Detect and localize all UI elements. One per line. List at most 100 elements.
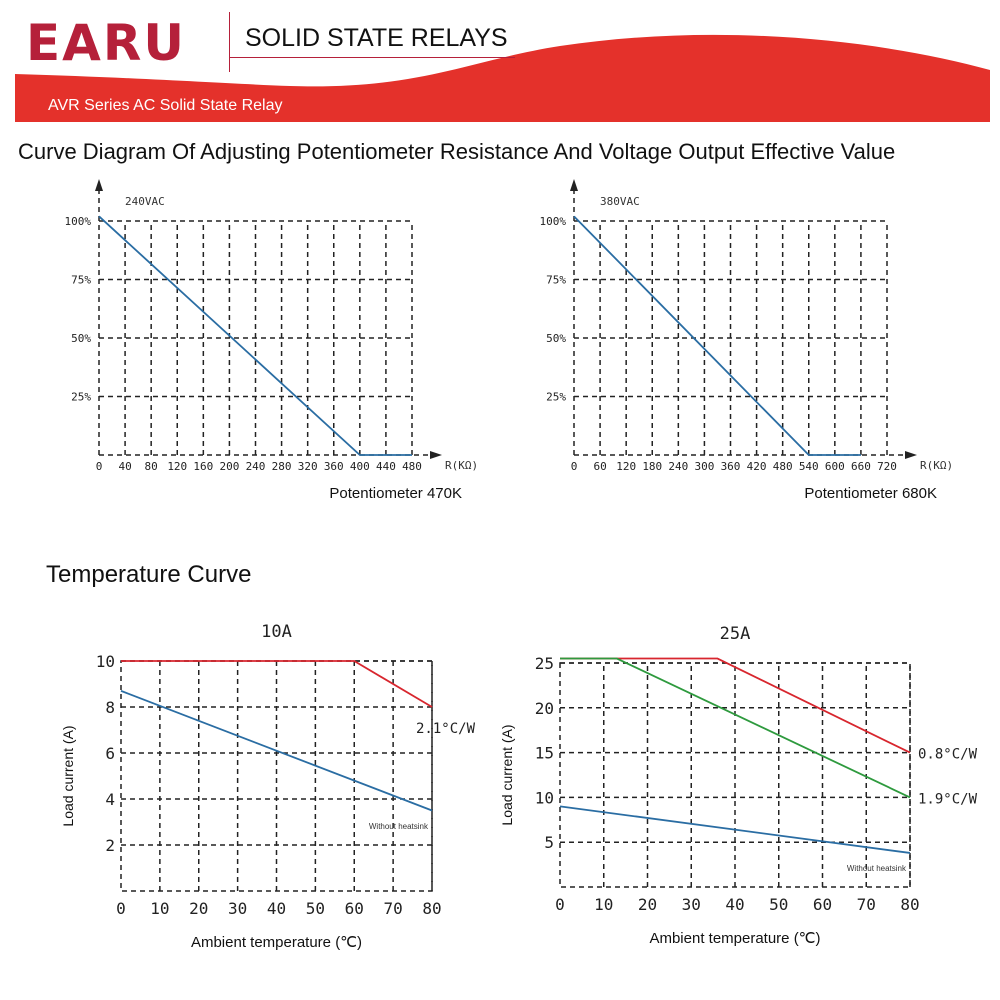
chart1-x-tick: 280	[272, 460, 292, 473]
chart2-x-tick: 0	[571, 460, 578, 473]
chart2-x-arrow-icon	[905, 451, 917, 459]
chart3-x-tick: 70	[383, 899, 402, 918]
chart2-series-line	[573, 215, 861, 456]
chart4-annotation: 1.9°C/W	[918, 791, 978, 807]
chart3-y-tick: 6	[105, 744, 115, 763]
chart3-x-label: Ambient temperature (℃)	[191, 934, 362, 951]
chart2-x-tick: 540	[799, 460, 819, 473]
chart1-x-tick: 360	[324, 460, 344, 473]
chart1-x-arrow-icon	[430, 451, 442, 459]
chart4-y-tick: 20	[535, 699, 554, 718]
chart3-y-label: Load current (A)	[60, 725, 76, 826]
chart2-y-tick: 75%	[546, 274, 566, 287]
chart4-x-tick: 0	[555, 895, 565, 914]
chart2-x-label: R(KΩ)	[920, 459, 953, 472]
chart1-x-tick: 480	[402, 460, 422, 473]
chart4-series-line	[559, 805, 911, 854]
chart3-y-tick: 4	[105, 790, 115, 809]
chart4-x-label: Ambient temperature (℃)	[649, 930, 820, 947]
chart4-x-tick: 50	[769, 895, 788, 914]
chart3-plot-frame	[120, 660, 433, 892]
chart1-x-tick: 200	[219, 460, 239, 473]
chart2-x-tick: 120	[616, 460, 636, 473]
chart2-x-tick: 720	[877, 460, 897, 473]
chart3-x-tick: 20	[189, 899, 208, 918]
chart2-x-tick: 360	[721, 460, 741, 473]
chart4-y-tick: 5	[544, 833, 554, 852]
chart1-title: 240VAC	[125, 195, 165, 208]
chart3-x-tick: 40	[267, 899, 286, 918]
chart2-y-arrow-icon	[570, 179, 578, 191]
chart1-x-tick: 320	[298, 460, 318, 473]
chart1-x-tick: 160	[193, 460, 213, 473]
earu-logo: EARU	[26, 14, 186, 72]
chart4-x-tick: 60	[813, 895, 832, 914]
chart1-x-tick: 0	[96, 460, 103, 473]
chart4-series-line	[560, 657, 911, 799]
chart2-x-tick: 480	[773, 460, 793, 473]
header-divider	[229, 12, 230, 72]
chart2-x-tick: 660	[851, 460, 871, 473]
chart2-x-tick: 240	[668, 460, 688, 473]
chart2-y-tick: 25%	[546, 391, 566, 404]
chart1-x-label: R(KΩ)	[445, 459, 478, 472]
chart4-y-tick: 10	[535, 788, 554, 807]
chart2-x-tick: 420	[747, 460, 767, 473]
chart2-x-tick: 300	[694, 460, 714, 473]
chart3-y-tick: 8	[105, 698, 115, 717]
chart2-x-tick: 60	[593, 460, 606, 473]
chart3-x-tick: 30	[228, 899, 247, 918]
chart1-caption: Potentiometer 470K	[329, 485, 462, 502]
chart1-y-tick: 25%	[71, 391, 91, 404]
section-title-temperature: Temperature Curve	[46, 561, 252, 588]
chart2-title: 380VAC	[600, 195, 640, 208]
chart1-series-line	[98, 215, 412, 456]
series-subtitle: AVR Series AC Solid State Relay	[48, 97, 283, 114]
chart4-y-tick: 15	[535, 744, 554, 763]
chart4-x-tick: 70	[857, 895, 876, 914]
chart3-series-line	[121, 660, 433, 708]
chart4-title: 25A	[720, 624, 751, 644]
section-title-potentiometer: Curve Diagram Of Adjusting Potentiometer…	[18, 139, 896, 164]
chart1-x-tick: 40	[118, 460, 131, 473]
chart2-y-tick: 100%	[540, 215, 567, 228]
chart3-x-tick: 0	[116, 899, 126, 918]
chart3-annotation: 2.1°C/W	[416, 721, 476, 737]
chart3-x-tick: 10	[150, 899, 169, 918]
chart2-x-tick: 180	[642, 460, 662, 473]
chart4-x-tick: 40	[725, 895, 744, 914]
chart4-annotation: 0.8°C/W	[918, 747, 978, 763]
chart2-y-tick: 50%	[546, 332, 566, 345]
header-banner	[15, 34, 990, 122]
chart3-series-line	[120, 690, 433, 812]
brand-underline	[230, 57, 515, 58]
chart1-y-tick: 75%	[71, 274, 91, 287]
chart3-x-tick: 60	[345, 899, 364, 918]
chart1-y-arrow-icon	[95, 179, 103, 191]
chart1-x-tick: 80	[145, 460, 158, 473]
chart1-y-tick: 100%	[65, 215, 92, 228]
chart1-x-tick: 120	[167, 460, 187, 473]
chart1-x-tick: 400	[350, 460, 370, 473]
chart3-title: 10A	[261, 622, 292, 642]
chart2-x-tick: 600	[825, 460, 845, 473]
brand-title: SOLID STATE RELAYS	[245, 24, 508, 52]
chart3-x-tick: 50	[306, 899, 325, 918]
chart3-y-tick: 10	[96, 652, 115, 671]
chart1-y-tick: 50%	[71, 332, 91, 345]
chart4-x-tick: 10	[594, 895, 613, 914]
chart4-x-tick: 20	[638, 895, 657, 914]
chart4-annotation: Without heatsink	[847, 864, 907, 873]
chart4-y-tick: 25	[535, 654, 554, 673]
chart3-y-tick: 2	[105, 836, 115, 855]
chart1-x-tick: 240	[246, 460, 266, 473]
chart2-caption: Potentiometer 680K	[804, 485, 937, 502]
chart4-y-label: Load current (A)	[499, 724, 515, 825]
chart4-x-tick: 80	[900, 895, 919, 914]
chart3-annotation: Without heatsink	[369, 822, 429, 831]
chart4-x-tick: 30	[682, 895, 701, 914]
chart3-x-tick: 80	[422, 899, 441, 918]
red-wave	[15, 34, 990, 122]
chart1-x-tick: 440	[376, 460, 396, 473]
